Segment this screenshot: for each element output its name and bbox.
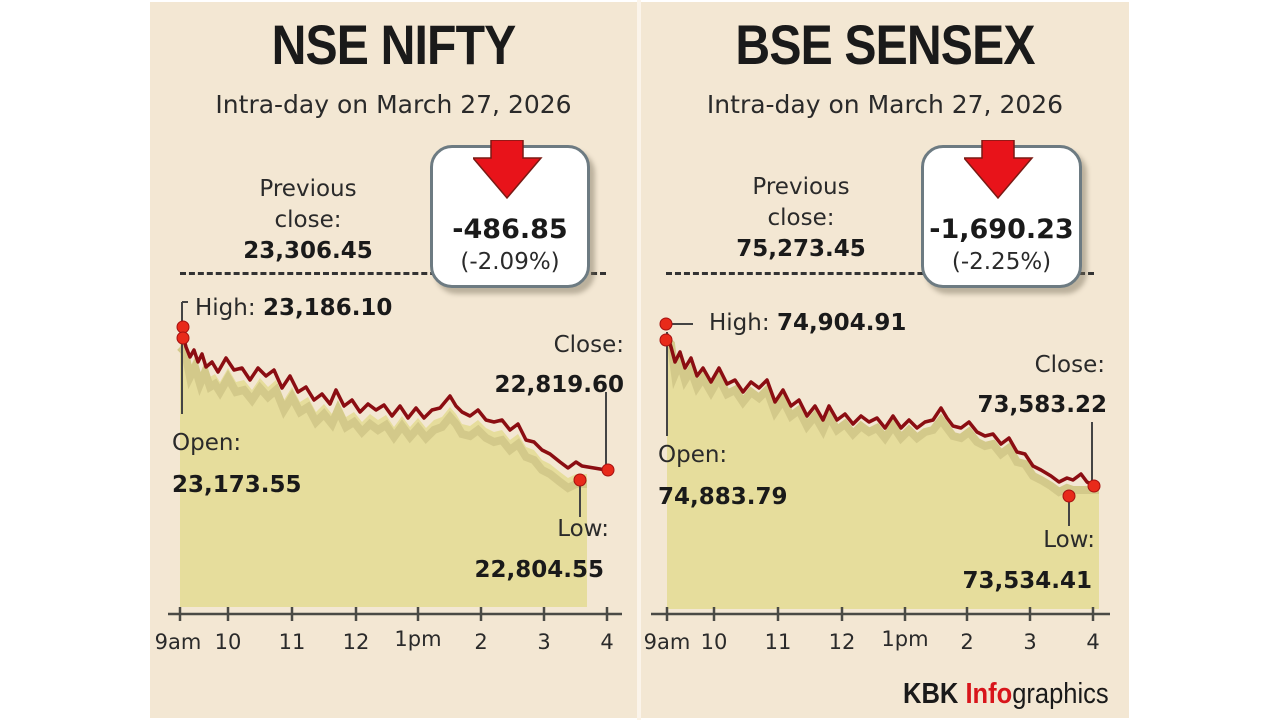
nifty-change-pct: (-2.09%) xyxy=(460,249,560,275)
nifty-panel: NSE NIFTY Intra-day on March 27, 2026 Pr… xyxy=(150,2,637,718)
close-marker xyxy=(601,463,615,477)
sensex-subtitle: Intra-day on March 27, 2026 xyxy=(706,90,1064,119)
low-marker xyxy=(1062,489,1076,503)
close-marker xyxy=(1087,479,1101,493)
nifty-open-label: Open: xyxy=(172,430,242,456)
sensex-title: BSE SENSEX xyxy=(735,13,1035,76)
x-tick: 10 xyxy=(214,630,242,654)
prev-label-2: close: xyxy=(767,205,835,231)
kbk-infographics-credit: KBK Infographics xyxy=(903,678,1109,710)
x-tick: 9am xyxy=(643,630,691,654)
x-tick: 4 xyxy=(1086,630,1100,654)
x-tick: 3 xyxy=(537,630,551,654)
x-tick: 12 xyxy=(342,630,370,654)
sensex-change-pct: (-2.25%) xyxy=(951,249,1052,275)
nifty-previous-close: Previous close: 23,306.45 xyxy=(228,174,388,267)
x-tick: 3 xyxy=(1023,630,1037,654)
x-tick: 11 xyxy=(764,630,792,654)
prev-label-1: Previous xyxy=(752,174,850,200)
sensex-open-label: Open: xyxy=(658,442,728,468)
sensex-high-value: 74,904.91 xyxy=(776,310,907,336)
down-arrow-icon xyxy=(473,140,543,200)
previous-close-line xyxy=(666,272,1094,275)
prev-label-1: Previous xyxy=(259,176,357,202)
open-marker xyxy=(659,333,673,347)
x-tick: 11 xyxy=(278,630,306,654)
nifty-subtitle: Intra-day on March 27, 2026 xyxy=(215,90,572,119)
sensex-low-value: 73,534.41 xyxy=(962,568,1093,594)
high-marker xyxy=(176,320,190,334)
low-marker xyxy=(573,473,587,487)
high-marker xyxy=(659,317,673,331)
nifty-title: NSE NIFTY xyxy=(271,13,517,76)
sensex-change: -1,690.23 xyxy=(929,214,1074,245)
x-tick: 1pm xyxy=(394,627,442,651)
nifty-low-value: 22,804.55 xyxy=(474,557,605,583)
nifty-open-value: 23,173.55 xyxy=(172,472,302,498)
nifty-close-value: 22,819.60 xyxy=(494,372,625,398)
open-marker xyxy=(176,331,190,345)
panel-divider xyxy=(637,0,641,720)
nifty-close-label: Close: xyxy=(553,332,624,358)
nifty-high-value: 23,186.10 xyxy=(262,295,393,321)
x-tick: 12 xyxy=(828,630,856,654)
x-tick: 10 xyxy=(700,630,728,654)
sensex-low-label: Low: xyxy=(1043,527,1095,553)
nifty-change: -486.85 xyxy=(452,214,568,245)
prev-value: 23,306.45 xyxy=(243,238,373,264)
nifty-chart xyxy=(168,301,622,621)
x-tick: 2 xyxy=(474,630,488,654)
nifty-high-label: High: 23,186.10 xyxy=(195,295,393,321)
sensex-close-label: Close: xyxy=(1034,352,1105,378)
sensex-open-value: 74,883.79 xyxy=(658,484,788,510)
nifty-low-label: Low: xyxy=(557,516,609,542)
sensex-high-label: High: 74,904.91 xyxy=(709,310,907,336)
previous-close-line xyxy=(180,272,606,275)
x-tick: 4 xyxy=(600,630,614,654)
x-tick: 9am xyxy=(154,630,202,654)
prev-value: 75,273.45 xyxy=(736,236,866,262)
sensex-panel: BSE SENSEX Intra-day on March 27, 2026 P… xyxy=(641,2,1129,718)
down-arrow-icon xyxy=(964,140,1034,200)
x-tick: 2 xyxy=(960,630,974,654)
sensex-previous-close: Previous close: 75,273.45 xyxy=(721,172,881,265)
sensex-close-value: 73,583.22 xyxy=(977,392,1108,418)
x-tick: 1pm xyxy=(881,627,929,651)
prev-label-2: close: xyxy=(274,207,342,233)
sensex-chart xyxy=(651,317,1110,621)
